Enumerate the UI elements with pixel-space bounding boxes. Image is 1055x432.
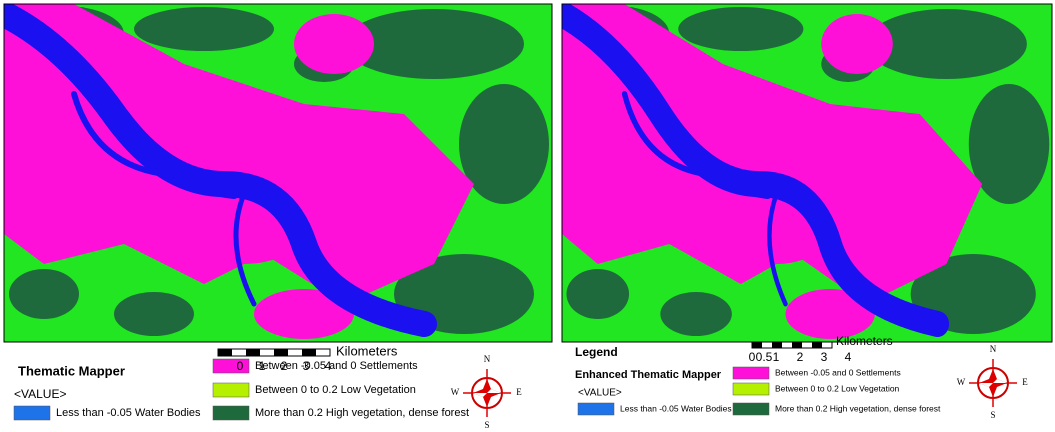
scale-tick-label: 0.5 (756, 350, 773, 364)
compass-n: N (990, 344, 997, 354)
legend-swatch (733, 403, 769, 415)
scale-tick-label: 1 (259, 359, 266, 373)
scale-tick-label: 4 (845, 350, 852, 364)
scale-tick-label: 3 (821, 350, 828, 364)
scale-bar-segment (274, 349, 288, 356)
scale-bar-segment (246, 349, 260, 356)
legend-label: Between 0 to 0.2 Low Vegetation (775, 383, 900, 393)
scale-tick-label: 0 (749, 350, 756, 364)
legend-label: Between -0.05 and 0 Settlements (255, 360, 418, 372)
legend-label: More than 0.2 High vegetation, dense for… (775, 403, 941, 413)
map-etm (562, 4, 1052, 342)
scale-bar-segment (302, 349, 316, 356)
legend-heading: Legend (575, 345, 618, 359)
legend-swatch (578, 403, 614, 415)
legend-label: Less than -0.05 Water Bodies (620, 403, 732, 413)
value-label: <VALUE> (14, 387, 66, 401)
scale-bar-segment (218, 349, 232, 356)
legends: Thematic Mapper <VALUE> Less than -0.05 Wa… (14, 334, 1028, 430)
compass-w: W (451, 387, 460, 397)
compass-rose (463, 369, 511, 417)
legend-title: Enhanced Thematic Mapper (575, 369, 722, 381)
compass-rose (969, 359, 1017, 407)
figure: Thematic Mapper <VALUE> Less than -0.05 Wa… (0, 0, 1055, 432)
legend-swatch (213, 359, 249, 373)
scale-bar-segment (752, 342, 762, 348)
compass-s: S (484, 420, 489, 430)
scale-unit: Kilometers (336, 343, 398, 358)
compass-e: E (1022, 377, 1028, 387)
legend-label: Less than -0.05 Water Bodies (56, 407, 201, 419)
scale-tick-label: 1 (773, 350, 780, 364)
scale-unit: Kilometers (836, 334, 893, 348)
scale-tick-label: 2 (281, 359, 288, 373)
compass-s: S (990, 410, 995, 420)
scale-bar-segment (792, 342, 802, 348)
legend-title: Thematic Mapper (18, 363, 125, 378)
compass-n: N (484, 354, 491, 364)
legend-label: Between 0 to 0.2 Low Vegetation (255, 384, 416, 396)
scale-tick-label: 2 (797, 350, 804, 364)
scale-tick-label: 4 (325, 359, 332, 373)
scale-tick-label: 0 (237, 359, 244, 373)
compass-w: W (957, 377, 966, 387)
legend-swatch (733, 383, 769, 395)
legend-label: More than 0.2 High vegetation, dense for… (255, 407, 469, 419)
scale-bar-segment (772, 342, 782, 348)
legend-swatch (213, 406, 249, 420)
value-label: <VALUE> (578, 388, 622, 399)
legend-swatch (733, 367, 769, 379)
compass-e: E (516, 387, 522, 397)
legend-swatch (14, 406, 50, 420)
scale-bar-segment (812, 342, 822, 348)
scale-tick-label: 3 (303, 359, 310, 373)
map-tm (4, 4, 552, 342)
legend-swatch (213, 383, 249, 397)
legend-label: Between -0.05 and 0 Settlements (775, 367, 901, 377)
